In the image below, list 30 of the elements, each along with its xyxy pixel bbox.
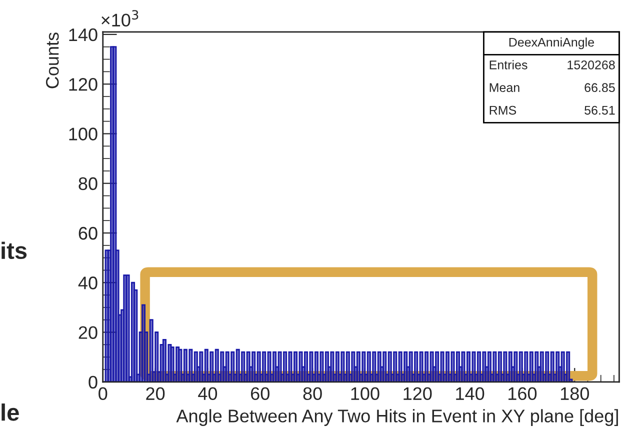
y-tick-label: 80 (78, 177, 98, 190)
annotation: 1520268 (568, 60, 615, 70)
x-tick-label: 20 (146, 387, 165, 400)
y-tick-label: 40 (78, 276, 98, 290)
annotation: Mean (490, 83, 520, 92)
y-tick-label: 0 (88, 376, 98, 389)
text: ×10$^{3}$ (102, 10, 138, 27)
y-tick-label: 120 (69, 78, 98, 91)
x-tick-label: 60 (251, 387, 270, 400)
annotation: DeexAnniAngle (509, 37, 594, 50)
x-tick-label: 80 (303, 387, 322, 400)
x-tick-label: 0 (98, 387, 108, 400)
annotation: 66.85 (584, 83, 615, 92)
text: le (2, 404, 19, 421)
x-tick-label: 120 (404, 387, 432, 400)
y-axis-title: Counts (46, 32, 59, 88)
annotation: RMS (490, 106, 516, 115)
x-tick-label: 140 (456, 387, 484, 400)
x-tick-label: 180 (560, 387, 589, 400)
x-tick-label: 100 (351, 387, 380, 400)
x-axis-title: Angle Between Any Two Hits in Event in XY plane [deg] (176, 409, 618, 426)
annotation: 56.51 (584, 106, 615, 115)
x-tick-label: 160 (508, 387, 537, 400)
y-tick-label: 20 (78, 326, 98, 339)
annotation: Entries (490, 60, 528, 70)
text: its (2, 242, 27, 260)
y-tick-label: 100 (69, 128, 98, 140)
y-tick-label: 60 (78, 226, 98, 240)
y-tick-label: 140 (69, 28, 98, 42)
x-tick-label: 40 (198, 387, 218, 400)
